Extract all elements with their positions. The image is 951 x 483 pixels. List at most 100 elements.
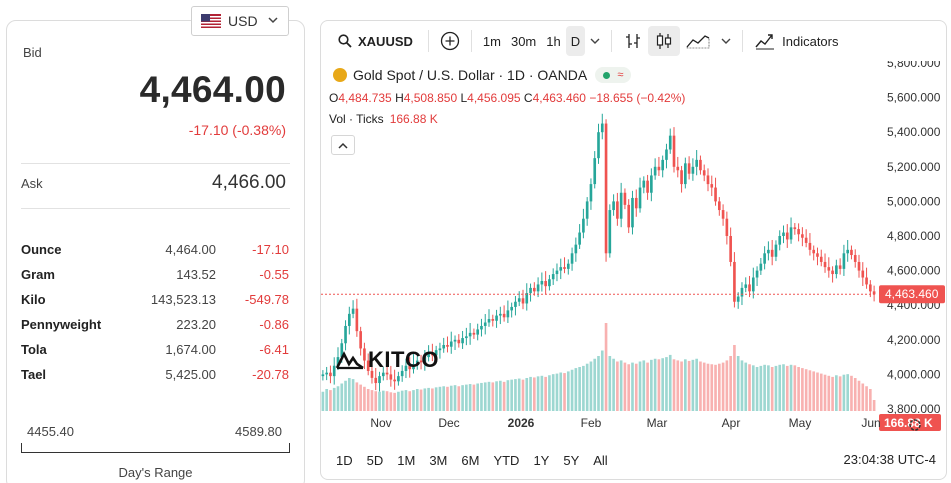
candle-body: [740, 287, 744, 297]
range-1m[interactable]: 1M: [397, 452, 416, 468]
compare-button[interactable]: [435, 26, 465, 56]
interval-1m[interactable]: 1m: [482, 33, 501, 49]
candle-body: [574, 244, 578, 254]
symbol-search[interactable]: XAUUSD: [333, 26, 418, 56]
bar-style-button[interactable]: [618, 26, 648, 56]
volume-bar: [850, 375, 853, 411]
candle-body: [631, 197, 634, 228]
volume-bar: [404, 390, 408, 411]
price-chart[interactable]: 5,800.000 5,600.000 5,400.000 5,200.000 5,00…: [321, 61, 947, 446]
unit-change: -549.78: [244, 292, 289, 307]
volume-bar: [582, 365, 585, 411]
volume-bar: [510, 379, 513, 411]
unit-row-ounce: Ounce 4,464.00 -17.10: [21, 237, 289, 262]
volume-bar: [793, 365, 797, 411]
candle-body: [415, 360, 419, 365]
volume-bar: [729, 356, 732, 411]
y-tick-label: 5,600.000: [887, 91, 941, 105]
volume-bar: [672, 359, 676, 411]
range-1y[interactable]: 1Y: [533, 452, 550, 468]
currency-select[interactable]: USD: [191, 6, 289, 36]
chart-clock[interactable]: 23:04:38 UTC-4: [843, 452, 937, 467]
candle-body: [699, 159, 702, 171]
candle-body: [404, 365, 408, 371]
candle-body: [532, 287, 536, 292]
candle-body: [593, 158, 597, 185]
volume-bar: [427, 387, 430, 411]
chevron-down-icon: [721, 38, 731, 44]
volume-bar: [517, 378, 521, 411]
interval-d[interactable]: D: [565, 26, 586, 56]
volume-bar: [499, 380, 502, 411]
range-6m[interactable]: 6M: [461, 452, 480, 468]
candle-body: [427, 353, 430, 358]
candle-body: [736, 296, 740, 302]
range-ytd[interactable]: YTD: [493, 452, 520, 468]
candle-body: [680, 170, 683, 185]
candle-body: [797, 229, 800, 235]
candle-body: [578, 232, 581, 245]
volume-bar: [714, 364, 717, 411]
unit-row-pennyweight: Pennyweight 223.20 -0.86: [21, 312, 289, 337]
range-1d[interactable]: 1D: [336, 452, 353, 468]
volume-bar: [393, 392, 396, 411]
indicators-button[interactable]: Indicators: [749, 26, 843, 56]
candle-body: [665, 149, 668, 160]
candle-body: [816, 253, 819, 257]
volume-bar: [366, 389, 370, 411]
volume-bar: [819, 373, 823, 411]
volume-bar: [476, 383, 480, 411]
candle-body: [521, 298, 525, 304]
quote-panel: Bid 4,464.00 -17.10 (-0.38%) Ask 4,466.0…: [6, 20, 305, 483]
volume-bar: [449, 385, 453, 411]
candle-body: [774, 244, 778, 257]
candle-body: [865, 277, 868, 285]
collapse-legend-button[interactable]: [331, 135, 355, 155]
last-volume-tag: [879, 414, 941, 431]
candle-body: [465, 336, 468, 339]
candle-body: [340, 343, 344, 358]
volume-bar: [381, 390, 385, 411]
volume-bar: [763, 364, 766, 411]
candle-body: [869, 284, 872, 292]
range-5d[interactable]: 5D: [366, 452, 384, 468]
candle-body: [378, 376, 381, 384]
chevron-down-icon: [268, 17, 278, 24]
candle-body: [491, 319, 495, 321]
candle-body: [627, 204, 631, 228]
candle-body: [480, 325, 483, 330]
candle-body: [812, 249, 816, 254]
volume-bar: [397, 391, 400, 411]
volume-bar: [347, 378, 351, 411]
candle-body: [819, 256, 823, 262]
unit-price: 1,674.00: [165, 342, 216, 357]
interval-30m[interactable]: 30m: [510, 33, 537, 49]
candle-body: [453, 339, 457, 342]
unit-change: -6.41: [259, 342, 289, 357]
volume-bar: [853, 378, 857, 411]
gear-icon[interactable]: [909, 419, 921, 431]
area-style-button[interactable]: [680, 26, 716, 56]
volume-bar: [336, 386, 340, 411]
range-all[interactable]: All: [593, 452, 608, 468]
range-5y[interactable]: 5Y: [563, 452, 580, 468]
candle-body: [604, 123, 608, 254]
y-tick-label: 4,000.000: [887, 367, 941, 381]
volume-bar: [453, 385, 457, 411]
volume-bar: [487, 381, 491, 411]
chart-type-menu-button[interactable]: [716, 26, 736, 56]
range-3m[interactable]: 3M: [429, 452, 448, 468]
candle-body: [548, 279, 551, 287]
candle-body: [721, 210, 725, 219]
low-value: 4,456.095: [467, 91, 521, 105]
candle-body: [597, 132, 600, 159]
interval-1h[interactable]: 1h: [546, 33, 561, 49]
candle-body: [744, 284, 748, 288]
interval-menu-button[interactable]: [585, 26, 605, 56]
market-status-badge[interactable]: ≈: [595, 67, 632, 83]
volume-bar: [774, 365, 778, 411]
candle-body: [650, 175, 653, 193]
x-tick-label: Feb: [581, 416, 602, 430]
candle-body: [347, 313, 351, 326]
candles-style-button[interactable]: [648, 26, 681, 56]
